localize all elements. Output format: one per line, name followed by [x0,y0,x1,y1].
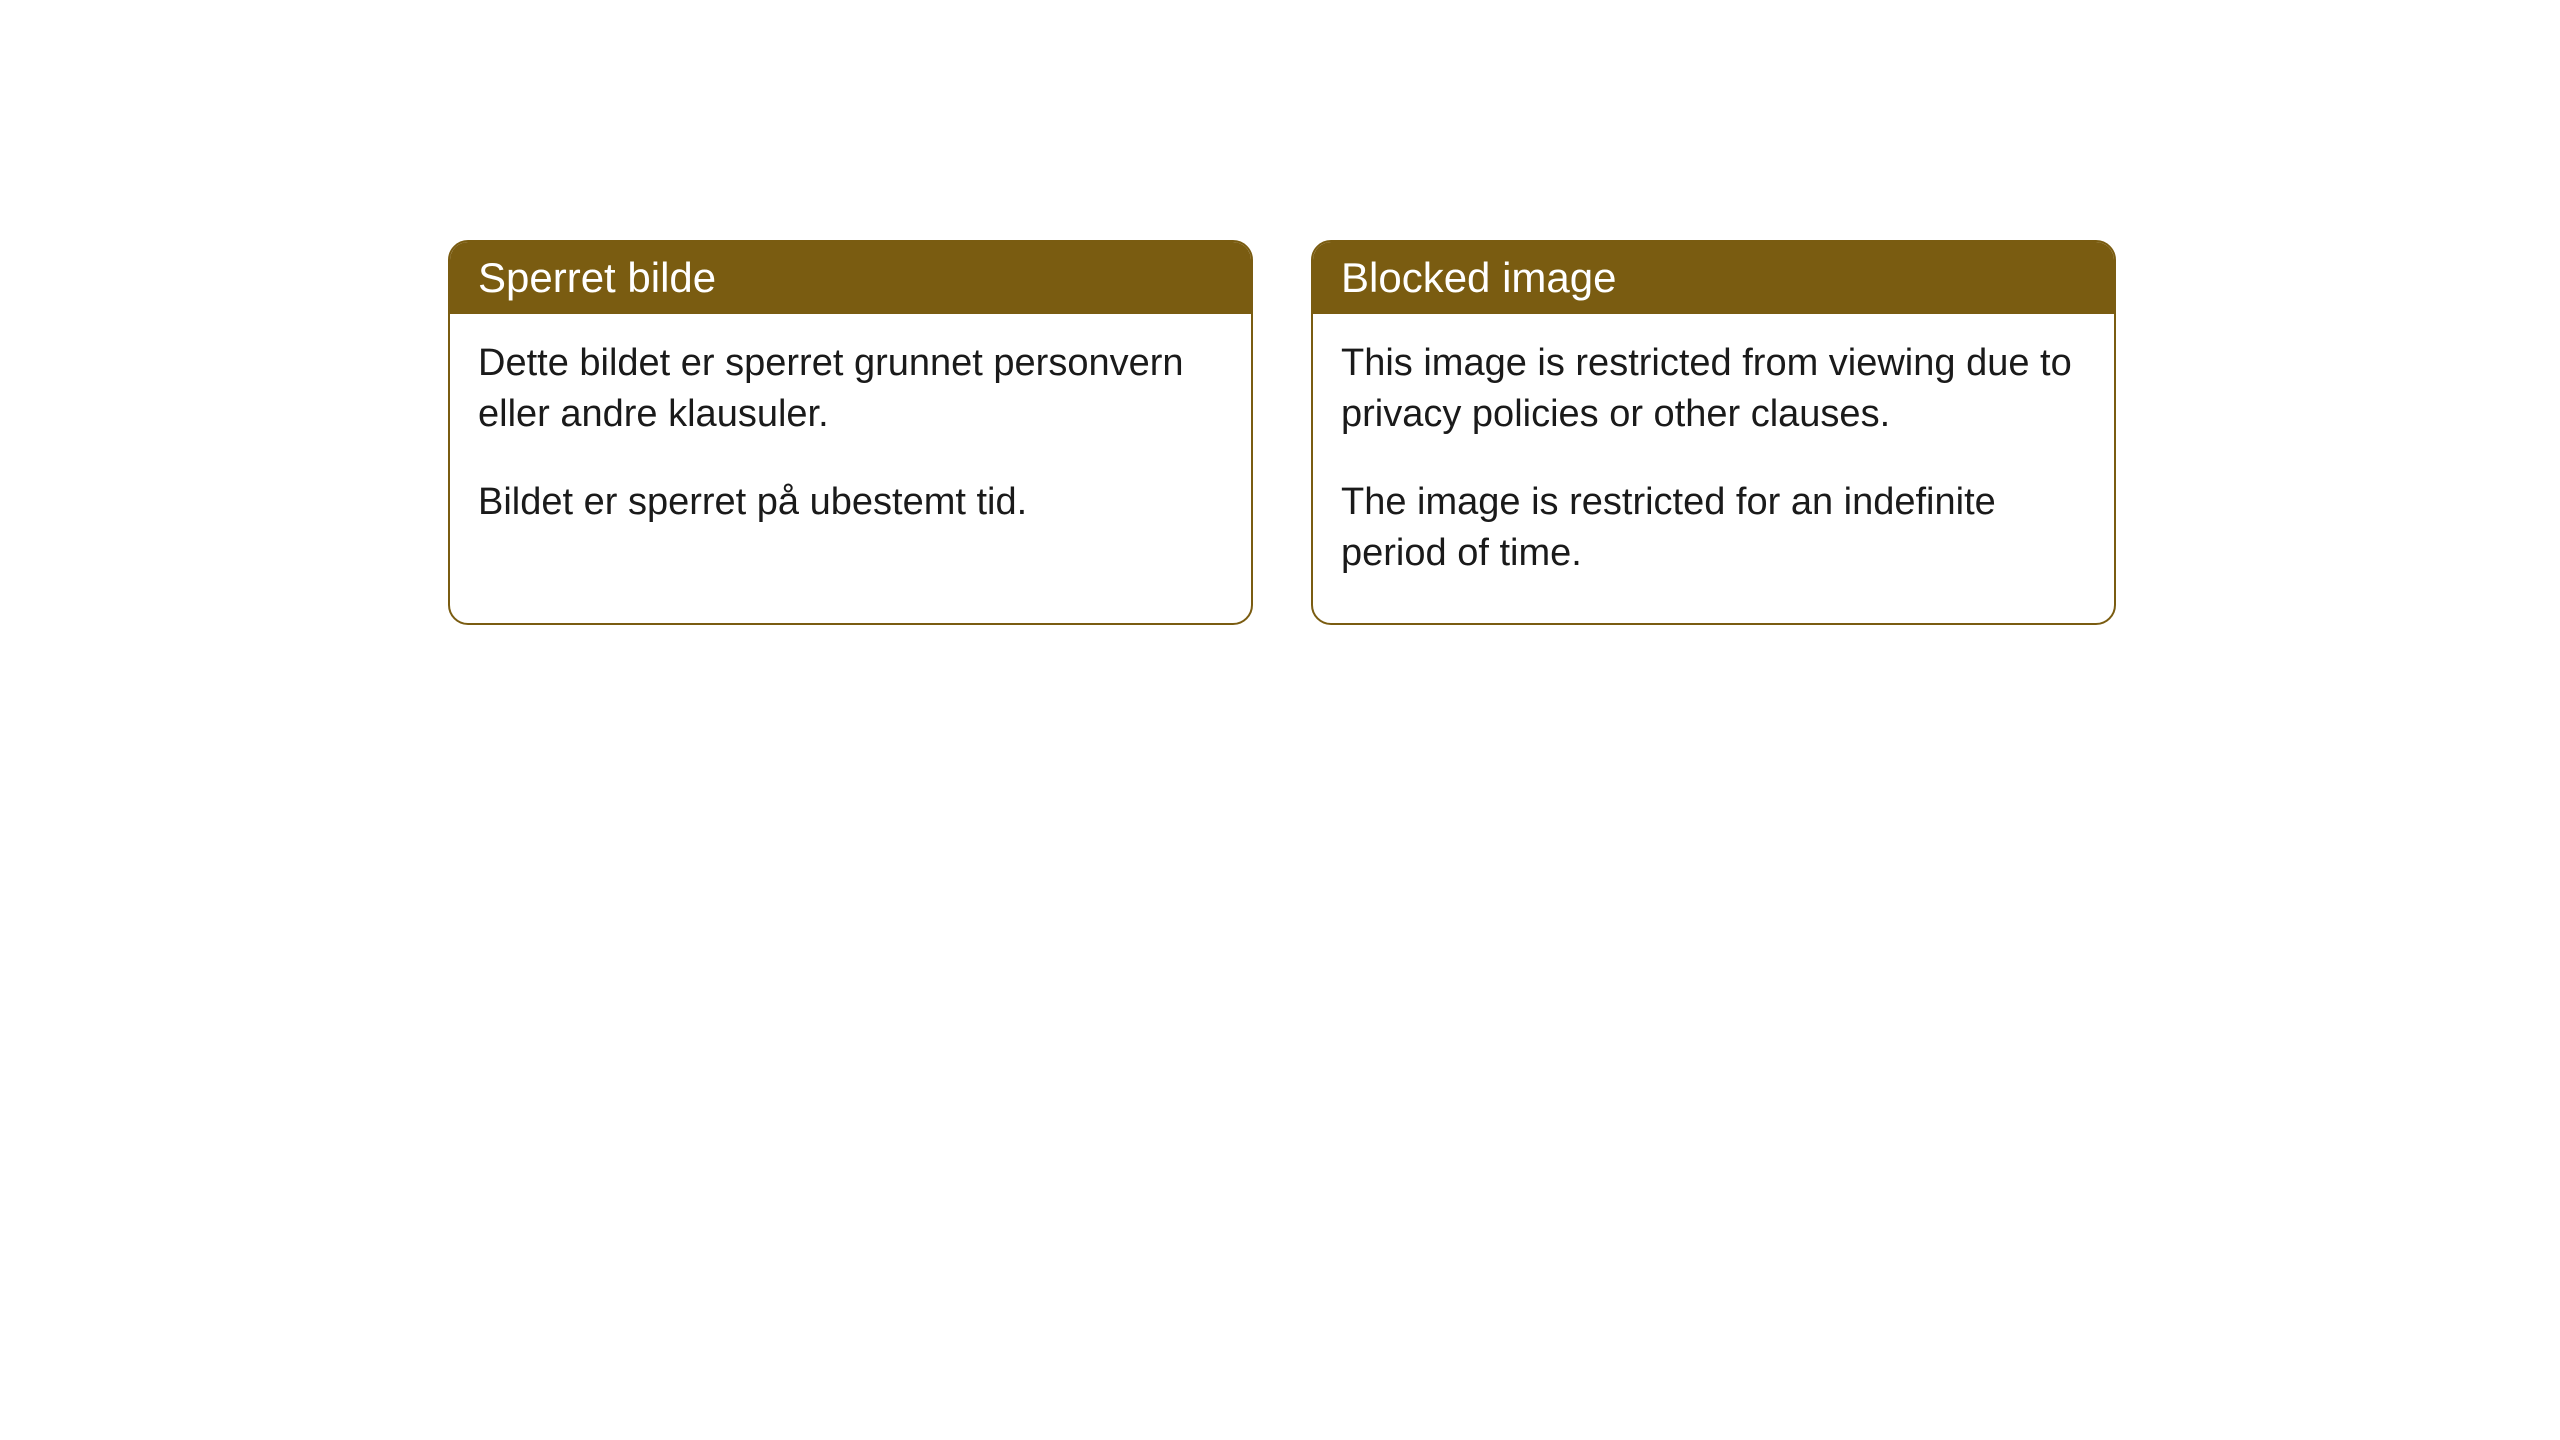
card-body-norwegian: Dette bildet er sperret grunnet personve… [450,314,1251,572]
card-title: Blocked image [1341,254,1616,301]
card-header-norwegian: Sperret bilde [450,242,1251,314]
card-paragraph: Bildet er sperret på ubestemt tid. [478,477,1223,528]
card-paragraph: Dette bildet er sperret grunnet personve… [478,338,1223,441]
card-paragraph: The image is restricted for an indefinit… [1341,477,2086,580]
notice-card-norwegian: Sperret bilde Dette bildet er sperret gr… [448,240,1253,625]
card-paragraph: This image is restricted from viewing du… [1341,338,2086,441]
card-title: Sperret bilde [478,254,716,301]
card-header-english: Blocked image [1313,242,2114,314]
card-body-english: This image is restricted from viewing du… [1313,314,2114,623]
notice-card-english: Blocked image This image is restricted f… [1311,240,2116,625]
notice-cards-container: Sperret bilde Dette bildet er sperret gr… [448,240,2116,625]
